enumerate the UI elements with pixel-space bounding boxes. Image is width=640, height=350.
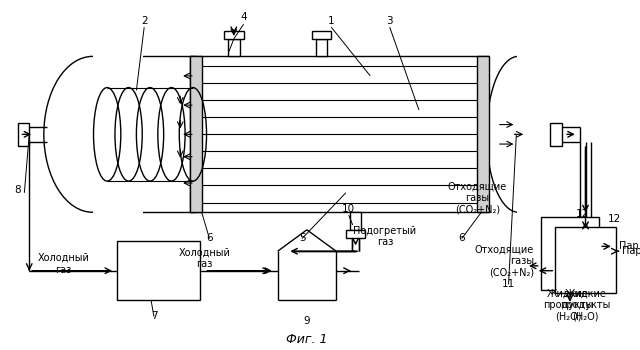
Bar <box>17 122 29 146</box>
Text: 5: 5 <box>299 233 305 244</box>
Bar <box>190 56 202 212</box>
Bar <box>477 56 489 212</box>
Text: 4: 4 <box>240 12 247 22</box>
Text: Отходящие
газы
(CO₂+N₂): Отходящие газы (CO₂+N₂) <box>448 181 507 214</box>
Text: 8: 8 <box>14 185 21 195</box>
Text: 9: 9 <box>303 316 310 326</box>
Bar <box>550 122 562 146</box>
Bar <box>349 212 362 230</box>
Text: 2: 2 <box>141 16 147 26</box>
Text: Пар: Пар <box>621 246 640 256</box>
Bar <box>312 31 332 39</box>
Bar <box>228 39 239 56</box>
Bar <box>93 55 143 214</box>
Bar <box>316 39 327 56</box>
Text: Пар: Пар <box>619 241 638 251</box>
Ellipse shape <box>486 56 550 212</box>
Text: 10: 10 <box>342 204 355 214</box>
Text: 6: 6 <box>206 233 212 244</box>
Bar <box>541 217 599 290</box>
Text: Подогретый
газ: Подогретый газ <box>353 226 417 247</box>
Text: 1: 1 <box>328 16 335 26</box>
Text: Жидкие
продукты
(H₂O): Жидкие продукты (H₂O) <box>561 288 611 321</box>
Text: 7: 7 <box>150 312 157 321</box>
Text: 3: 3 <box>387 16 393 26</box>
Ellipse shape <box>44 56 141 212</box>
Bar <box>346 230 365 238</box>
Text: 12: 12 <box>608 214 621 224</box>
Bar <box>556 227 616 293</box>
Text: Жидкие
продукты
(H₂O): Жидкие продукты (H₂O) <box>543 288 593 321</box>
Text: Холодный
газ: Холодный газ <box>179 247 230 269</box>
Bar <box>517 55 552 214</box>
Text: 12: 12 <box>576 209 589 219</box>
Text: Холодный
газ: Холодный газ <box>37 253 89 275</box>
Bar <box>224 31 244 39</box>
Text: Фиг. 1: Фиг. 1 <box>286 334 328 346</box>
Text: 11: 11 <box>502 279 515 289</box>
Text: 6: 6 <box>458 233 465 244</box>
Bar <box>117 241 200 300</box>
Text: Отходящие
газы
(CO₂+N₂): Отходящие газы (CO₂+N₂) <box>475 244 534 278</box>
